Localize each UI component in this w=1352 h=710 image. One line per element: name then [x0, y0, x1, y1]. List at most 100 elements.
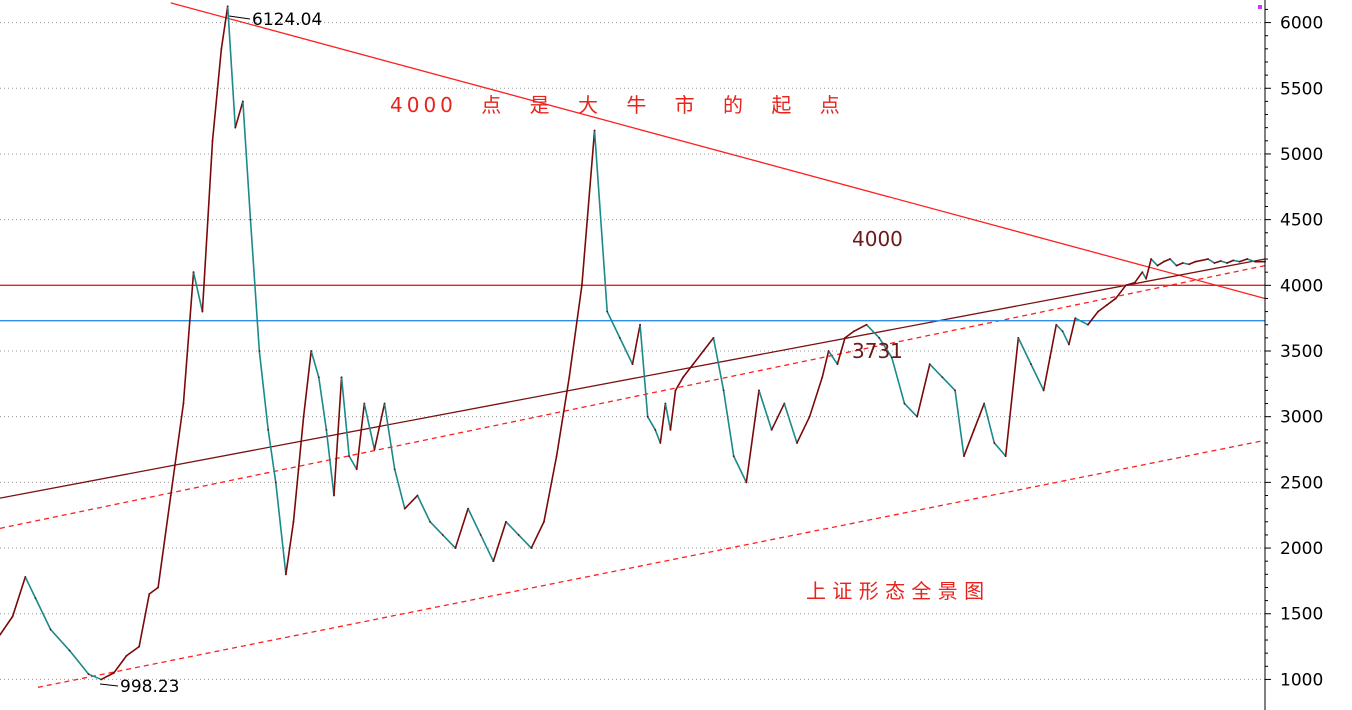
price-point [241, 100, 244, 103]
price-point [722, 389, 725, 392]
price-point [34, 597, 37, 599]
price-segment [1207, 258, 1216, 264]
price-segment [1055, 323, 1064, 333]
price-point [1068, 343, 1070, 346]
price-point [903, 402, 906, 405]
price-point [1087, 323, 1089, 326]
price-segment [1125, 281, 1136, 287]
price-segment [1068, 317, 1077, 346]
price-point [1004, 455, 1007, 457]
caption-annotation: 上 证 形 态 全 景 图 [806, 579, 984, 603]
price-segment [416, 494, 431, 523]
price-segment [267, 429, 277, 484]
price-segment [1141, 271, 1147, 280]
price-segment [297, 415, 305, 471]
price-point [1145, 277, 1147, 280]
price-point [317, 376, 320, 379]
price-segment [1087, 310, 1099, 326]
price-segment [1156, 260, 1165, 267]
annotation-layer: 4000 点 是 大 牛 市 的 起 点 4000 3731 上 证 形 态 全… [99, 5, 1262, 697]
price-point [467, 507, 469, 510]
low-label: 998.23 [120, 677, 179, 697]
price-point [1030, 363, 1032, 366]
price-point [1238, 260, 1241, 263]
price-point [24, 576, 27, 578]
price-segment [24, 576, 37, 599]
price-segment [732, 455, 748, 484]
price-segment [606, 310, 621, 339]
price-point [492, 560, 495, 563]
price-point [234, 126, 237, 129]
price-point [878, 336, 881, 339]
level-lines [0, 284, 1265, 322]
price-segment [403, 494, 419, 510]
price-segment [568, 284, 583, 379]
price-point [530, 547, 533, 549]
price-point [292, 520, 295, 523]
price-point [1188, 263, 1190, 266]
price-segment [973, 402, 985, 431]
price-point [1246, 258, 1249, 260]
price-point [87, 673, 90, 676]
price-point [1042, 389, 1045, 392]
price-segment [249, 218, 261, 352]
price-segment [258, 350, 269, 431]
price-segment [11, 576, 27, 618]
y-tick-label: 1500 [1280, 605, 1323, 625]
price-segment [808, 376, 824, 418]
level-3731-label: 3731 [852, 339, 903, 363]
price-segment [983, 402, 996, 444]
price-point [1219, 260, 1222, 262]
price-segment [669, 389, 677, 431]
price-segment [758, 389, 773, 431]
price-segment [1169, 258, 1178, 267]
price-point [669, 428, 672, 431]
price-segment [383, 402, 396, 471]
price-point [258, 350, 261, 352]
price-point [373, 448, 376, 451]
price-point [844, 336, 846, 339]
price-point [1097, 310, 1099, 313]
price-segment [796, 415, 811, 444]
price-segment [1246, 258, 1256, 263]
price-point [1181, 262, 1184, 264]
price-point [1017, 336, 1020, 339]
price-segment [954, 389, 965, 457]
price-segment [1074, 317, 1089, 326]
y-tick-label: 1000 [1280, 670, 1323, 690]
price-segment [1004, 337, 1020, 457]
price-segment [941, 376, 956, 392]
y-axis: 6000 5500 5000 4500 4000 3500 3000 2500 2000 1500… [1264, 0, 1323, 710]
price-point [363, 402, 366, 405]
price-point [654, 428, 657, 431]
price-point [0, 633, 1, 636]
price-segment [1213, 260, 1222, 264]
price-segment [1194, 259, 1203, 263]
price-point [157, 586, 160, 589]
headline-annotation: 4000 点 是 大 牛 市 的 起 点 [390, 93, 844, 117]
price-segment [454, 507, 469, 549]
price-segment [182, 271, 195, 405]
price-segment [325, 429, 335, 497]
price-segment [963, 429, 975, 457]
price-segment [646, 415, 657, 431]
price-segment [1175, 262, 1184, 267]
price-point [593, 129, 596, 132]
price-segment [348, 455, 358, 471]
price-point [340, 376, 343, 379]
high-label: 6124.04 [252, 10, 322, 30]
trendlines [0, 2, 1266, 688]
price-segment [100, 672, 115, 681]
low-pointer [99, 683, 119, 687]
price-series [0, 5, 1266, 681]
price-segment [157, 494, 172, 589]
price-point [355, 468, 358, 471]
price-point [1169, 258, 1172, 260]
price-segment [770, 402, 786, 431]
price-segment [1200, 258, 1209, 262]
price-segment [148, 586, 159, 595]
price-point [954, 389, 956, 392]
price-point [125, 654, 128, 657]
price-point [1162, 260, 1165, 263]
